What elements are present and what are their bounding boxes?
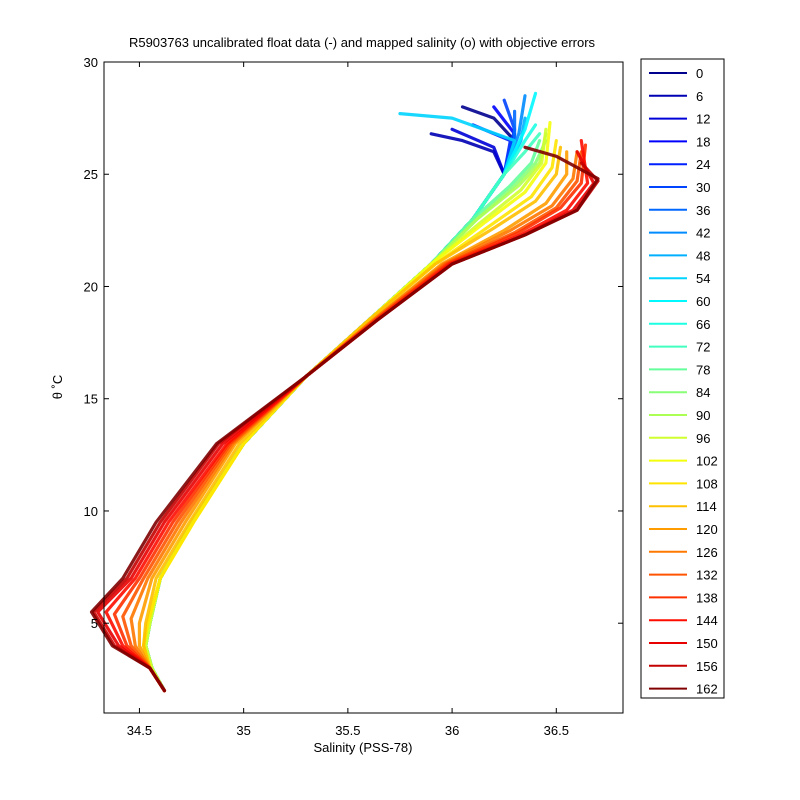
legend-label-30: 30	[696, 180, 710, 195]
legend-label-162: 162	[696, 682, 718, 697]
legend-label-156: 156	[696, 659, 718, 674]
y-tick-label: 25	[84, 167, 98, 182]
y-tick-label: 15	[84, 392, 98, 407]
chart-title: R5903763 uncalibrated float data (-) and…	[129, 35, 596, 50]
legend-label-108: 108	[696, 476, 718, 491]
legend-label-18: 18	[696, 134, 710, 149]
legend-label-102: 102	[696, 454, 718, 469]
x-tick-label: 35.5	[335, 723, 360, 738]
x-tick-label: 36.5	[544, 723, 569, 738]
legend-label-72: 72	[696, 340, 710, 355]
legend-label-90: 90	[696, 408, 710, 423]
x-tick-label: 35	[236, 723, 250, 738]
legend-label-54: 54	[696, 271, 710, 286]
legend-label-36: 36	[696, 203, 710, 218]
y-tick-label: 20	[84, 279, 98, 294]
legend-label-0: 0	[696, 66, 703, 81]
x-tick-label: 36	[445, 723, 459, 738]
legend-label-84: 84	[696, 385, 710, 400]
legend-label-78: 78	[696, 362, 710, 377]
x-axis-label: Salinity (PSS-78)	[314, 740, 413, 755]
legend-label-150: 150	[696, 636, 718, 651]
y-axis-ticks: 5 10 15 20 25 30	[84, 55, 623, 631]
legend-label-144: 144	[696, 613, 718, 628]
legend: 0 6 12 18 24 30 36 42 48 54 60 66 72 78 84 90 96 102 108 11…	[640, 58, 725, 699]
legend-box	[640, 58, 725, 699]
legend-label-66: 66	[696, 317, 710, 332]
legend-label-114: 114	[696, 499, 717, 514]
x-tick-label: 34.5	[127, 723, 152, 738]
series-line-162	[89, 145, 600, 693]
legend-label-12: 12	[696, 112, 710, 127]
y-tick-label: 10	[84, 504, 98, 519]
legend-label-120: 120	[696, 522, 718, 537]
plot-area: 34.5 35 35.5 36 36.5 5 10 15 20 25 30	[84, 55, 624, 738]
legend-label-138: 138	[696, 590, 718, 605]
legend-label-96: 96	[696, 431, 710, 446]
y-tick-label: 5	[91, 616, 98, 631]
legend-items: 0 6 12 18 24 30 36 42 48 54 60 66 72 78 84 90 96 102 108 11…	[649, 66, 718, 697]
legend-label-6: 6	[696, 89, 703, 104]
legend-label-126: 126	[696, 545, 718, 560]
series-group	[89, 91, 600, 693]
plot-frame	[103, 61, 624, 714]
legend-label-48: 48	[696, 248, 710, 263]
y-tick-label: 30	[84, 55, 98, 70]
legend-label-24: 24	[696, 157, 710, 172]
legend-label-42: 42	[696, 226, 710, 241]
x-axis-ticks: 34.5 35 35.5 36 36.5	[127, 62, 569, 738]
y-axis-label: θ ˚C	[50, 375, 65, 400]
legend-label-60: 60	[696, 294, 710, 309]
legend-label-132: 132	[696, 568, 718, 583]
